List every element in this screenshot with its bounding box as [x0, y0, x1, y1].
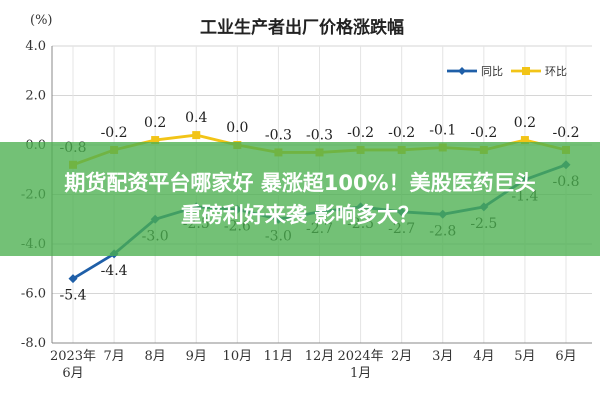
legend-label: 环比: [545, 65, 567, 78]
data-label: -5.4: [60, 288, 87, 304]
x-tick-label: 4月: [473, 349, 494, 364]
data-label: 0.2: [514, 115, 536, 131]
x-tick-label: 5月: [514, 349, 535, 364]
x-tick-label: 9月: [186, 349, 207, 364]
headline-line-2[interactable]: 重磅利好来袭 影响多大？: [180, 203, 420, 227]
data-point: [68, 274, 78, 284]
x-tick-label: 11月: [264, 349, 294, 364]
data-point: [520, 136, 529, 145]
data-label: -0.2: [470, 125, 497, 141]
x-tick-label: 6月: [555, 349, 576, 364]
chart-title: 工业生产者出厂价格涨跌幅: [200, 17, 404, 38]
data-point: [192, 131, 201, 140]
x-tick-label: 3月: [432, 349, 453, 364]
data-label: 0.4: [185, 110, 207, 126]
x-tick-label: 1月: [350, 366, 371, 381]
x-tick-labels: 2023年 6月 7月 8月 9月 10月 11月 12月 2024年 1月 2月 3月 4月 5月 6月: [50, 349, 577, 381]
y-unit-label: (%): [30, 13, 53, 28]
data-label: -0.1: [429, 122, 456, 138]
data-label: 0.2: [144, 115, 166, 131]
x-tick-label: 6月: [62, 366, 83, 381]
data-label: -4.4: [101, 263, 128, 279]
headline-banner[interactable]: 期货配资平台哪家好 暴涨超100%！美股医药巨头 重磅利好来袭 影响多大？: [0, 142, 600, 256]
data-label: -0.3: [265, 127, 292, 143]
data-label: -0.2: [553, 125, 580, 141]
x-tick-label: 8月: [145, 349, 166, 364]
legend-label: 同比: [481, 65, 503, 78]
data-label: -0.2: [388, 125, 415, 141]
x-tick-label: 2023年: [50, 349, 96, 364]
data-label: 0.0: [226, 120, 248, 136]
data-label: -0.2: [347, 125, 374, 141]
y-tick-label: 4.0: [25, 39, 46, 54]
data-label: -0.2: [101, 125, 128, 141]
y-tick-label: -8.0: [21, 336, 46, 351]
y-tick-label: -6.0: [21, 287, 46, 302]
x-tick-label: 2024年: [338, 349, 384, 364]
x-tick-label: 10月: [223, 349, 253, 364]
headline-line-1[interactable]: 期货配资平台哪家好 暴涨超100%！美股医药巨头: [64, 171, 536, 195]
data-label: -0.3: [306, 127, 333, 143]
legend-marker: [522, 67, 530, 75]
x-tick-label: 12月: [305, 349, 335, 364]
legend-marker: [458, 67, 466, 75]
x-tick-label: 2月: [391, 349, 412, 364]
legend: 同比 环比: [447, 65, 567, 78]
x-tick-label: 7月: [103, 349, 124, 364]
y-tick-label: 2.0: [25, 89, 46, 104]
data-point: [151, 136, 160, 145]
